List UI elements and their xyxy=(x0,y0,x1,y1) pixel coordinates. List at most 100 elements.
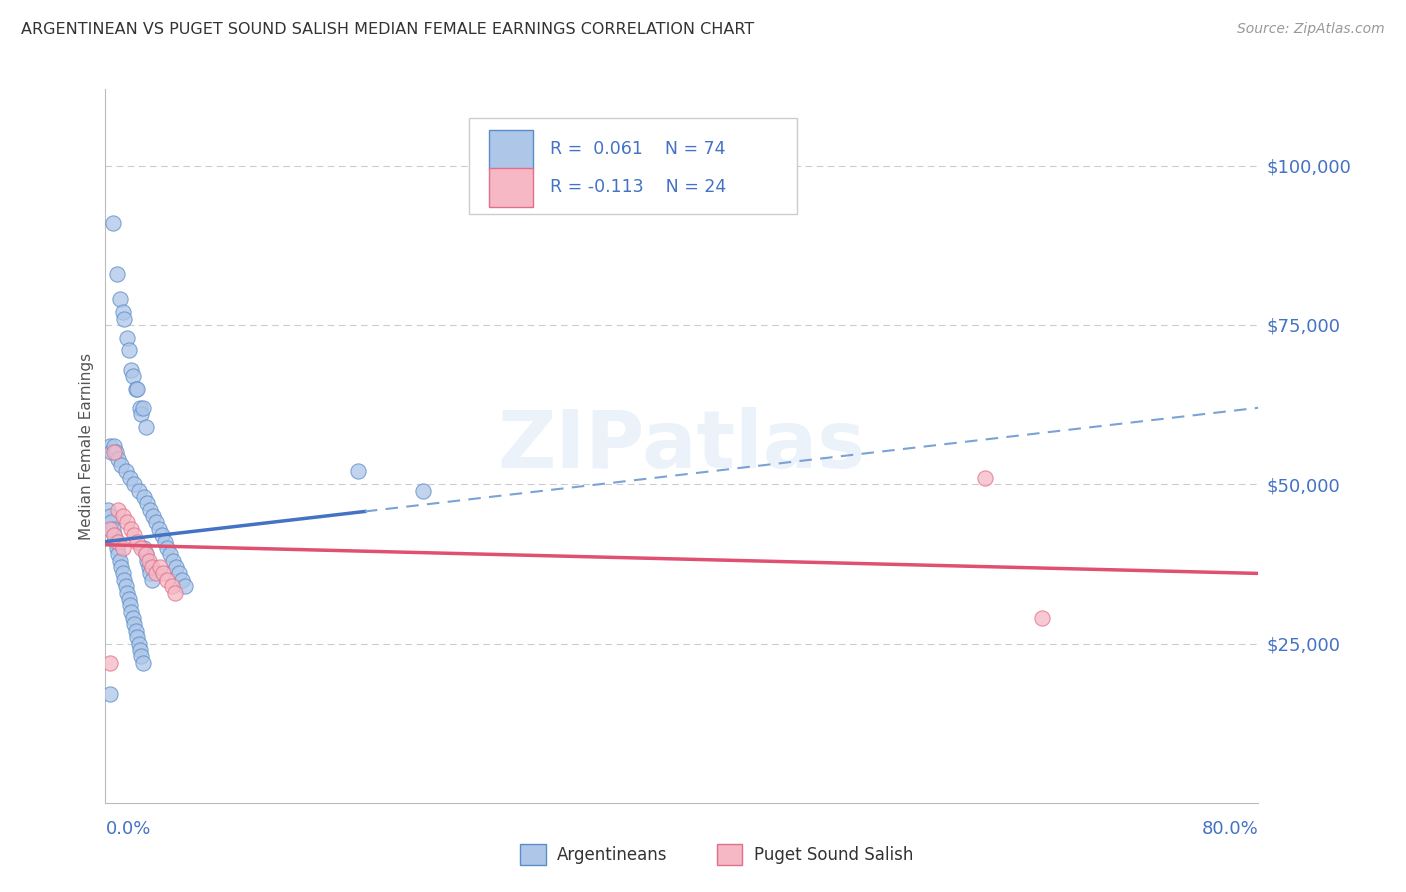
Point xyxy=(101,216,124,230)
Point xyxy=(107,451,129,466)
Point xyxy=(131,649,153,664)
Point xyxy=(148,522,170,536)
Point xyxy=(124,617,146,632)
Text: ZIPatlas: ZIPatlas xyxy=(498,407,866,485)
Point xyxy=(973,471,995,485)
Point xyxy=(112,573,135,587)
Point xyxy=(100,516,122,530)
Point xyxy=(107,534,129,549)
Point xyxy=(156,573,179,587)
Point xyxy=(163,585,186,599)
Point xyxy=(153,534,176,549)
Text: 80.0%: 80.0% xyxy=(1202,820,1258,838)
Point xyxy=(139,502,162,516)
Point xyxy=(346,465,368,479)
Point xyxy=(117,591,139,606)
Point xyxy=(103,528,125,542)
Point xyxy=(124,477,146,491)
Point xyxy=(112,311,135,326)
Point xyxy=(107,502,129,516)
Point xyxy=(156,541,179,555)
Point xyxy=(103,528,125,542)
Point xyxy=(135,547,157,561)
Point xyxy=(103,445,125,459)
Point xyxy=(104,445,127,459)
Point xyxy=(134,490,156,504)
Point xyxy=(159,547,181,561)
Point xyxy=(108,293,131,307)
Point xyxy=(139,566,162,581)
Point xyxy=(125,624,148,638)
Point xyxy=(108,554,131,568)
Point xyxy=(111,305,134,319)
Point xyxy=(103,439,125,453)
Text: ARGENTINEAN VS PUGET SOUND SALISH MEDIAN FEMALE EARNINGS CORRELATION CHART: ARGENTINEAN VS PUGET SOUND SALISH MEDIAN… xyxy=(21,22,755,37)
Point xyxy=(138,554,160,568)
Point xyxy=(98,509,121,524)
Point xyxy=(152,566,174,581)
Point xyxy=(111,541,134,555)
Point xyxy=(142,509,165,524)
FancyBboxPatch shape xyxy=(489,130,533,169)
Point xyxy=(118,471,141,485)
Point xyxy=(125,382,148,396)
Point xyxy=(131,407,153,421)
Point xyxy=(98,439,121,453)
Text: Argentineans: Argentineans xyxy=(557,846,668,863)
Point xyxy=(127,534,149,549)
Point xyxy=(117,343,139,358)
Point xyxy=(1031,611,1053,625)
Point xyxy=(131,541,153,555)
Point xyxy=(120,522,142,536)
Point xyxy=(118,599,141,613)
Text: R = -0.113    N = 24: R = -0.113 N = 24 xyxy=(551,178,727,196)
Point xyxy=(121,368,143,383)
Point xyxy=(150,528,173,542)
Point xyxy=(128,483,150,498)
Point xyxy=(110,458,132,472)
Point xyxy=(145,516,167,530)
Point xyxy=(132,401,155,415)
Point xyxy=(170,573,193,587)
Point xyxy=(165,560,187,574)
Point xyxy=(114,465,136,479)
Point xyxy=(111,566,134,581)
Point xyxy=(127,630,149,644)
Point xyxy=(129,401,152,415)
Point xyxy=(98,688,121,702)
Point xyxy=(136,554,159,568)
Point xyxy=(115,331,138,345)
Point xyxy=(111,509,134,524)
Point xyxy=(141,573,163,587)
Point xyxy=(162,554,184,568)
FancyBboxPatch shape xyxy=(468,118,797,214)
Point xyxy=(98,656,121,670)
Point xyxy=(132,656,155,670)
Point xyxy=(160,579,183,593)
Point xyxy=(138,560,160,574)
Point xyxy=(141,560,163,574)
Point xyxy=(97,502,120,516)
Text: R =  0.061    N = 74: R = 0.061 N = 74 xyxy=(551,141,725,159)
Point xyxy=(412,483,434,498)
Text: 0.0%: 0.0% xyxy=(105,820,150,838)
Point xyxy=(105,541,128,555)
Point xyxy=(110,560,132,574)
Point xyxy=(167,566,190,581)
Point xyxy=(135,420,157,434)
Point xyxy=(101,522,124,536)
Text: Puget Sound Salish: Puget Sound Salish xyxy=(754,846,912,863)
Point xyxy=(149,560,172,574)
Point xyxy=(98,522,121,536)
Point xyxy=(134,541,156,555)
Point xyxy=(114,579,136,593)
Point xyxy=(120,362,142,376)
Point xyxy=(129,643,152,657)
Y-axis label: Median Female Earnings: Median Female Earnings xyxy=(79,352,94,540)
Point xyxy=(128,636,150,650)
Point xyxy=(145,566,167,581)
Point xyxy=(173,579,195,593)
Point xyxy=(120,605,142,619)
FancyBboxPatch shape xyxy=(489,168,533,207)
Point xyxy=(115,516,138,530)
